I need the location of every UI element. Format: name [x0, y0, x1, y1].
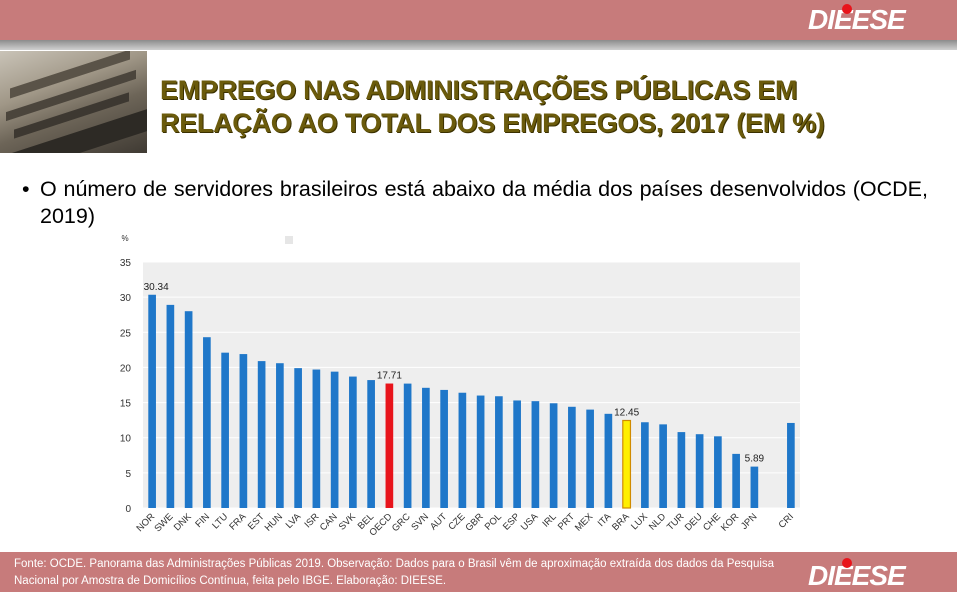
x-tick-label: USA: [519, 511, 541, 533]
x-tick-label: LTU: [210, 511, 230, 531]
title-line-2: RELAÇÃO AO TOTAL DOS EMPREGOS, 2017 (EM …: [160, 108, 825, 138]
x-tick-label: CZE: [446, 511, 467, 532]
bar-aut: [440, 389, 448, 508]
title-line-1: EMPREGO NAS ADMINISTRAÇÕES PÚBLICAS EM: [160, 75, 798, 105]
y-tick-label: 20: [120, 363, 132, 374]
bar-svn: [422, 387, 430, 508]
x-tick-label: AUT: [428, 511, 449, 532]
x-tick-label: SVK: [337, 511, 359, 533]
bar-usa: [531, 401, 540, 508]
x-tick-label: PRT: [556, 511, 577, 532]
bullet-icon: •: [22, 177, 30, 201]
bar-cri: [787, 422, 795, 508]
y-tick-label: 25: [120, 328, 132, 339]
bar-nor: [148, 294, 156, 508]
bar-ita: [604, 413, 613, 508]
x-tick-label: GRC: [390, 511, 413, 534]
x-tick-label: LUX: [629, 511, 650, 532]
x-tick-label: ESP: [501, 511, 522, 532]
x-tick-label: DEU: [683, 511, 705, 533]
bar-dnk: [184, 311, 193, 508]
bar-grc: [403, 383, 412, 508]
bar-esp: [513, 400, 521, 508]
bar-cze: [458, 392, 467, 508]
bar-lux: [641, 422, 649, 508]
bar-bra: [622, 419, 632, 509]
logo-dot-icon: [842, 4, 852, 14]
bar-fra: [239, 354, 248, 508]
y-tick-label: 35: [120, 258, 132, 269]
y-tick-label: 10: [120, 434, 132, 445]
logo-dot-icon: [842, 558, 852, 568]
bar-lva: [294, 368, 302, 508]
x-tick-label: NLD: [647, 511, 668, 532]
bar-bel: [367, 380, 375, 508]
x-tick-label: IRL: [541, 511, 559, 529]
x-tick-label: CAN: [318, 511, 340, 533]
bar-deu: [695, 434, 704, 508]
footer-band: [0, 552, 957, 592]
x-tick-label: FIN: [193, 511, 212, 530]
y-tick-label: 5: [125, 469, 131, 480]
data-label: 30.34: [144, 282, 169, 293]
bar-swe: [166, 304, 175, 508]
bar-kor: [732, 453, 740, 508]
bar-can: [330, 371, 339, 508]
y-tick-label: 0: [125, 504, 131, 515]
x-tick-label: TUR: [665, 511, 687, 533]
x-tick-label: MEX: [573, 511, 596, 534]
plot-area: [143, 262, 800, 508]
x-tick-label: POL: [483, 511, 504, 532]
bar-est: [257, 361, 266, 508]
bar-hun: [276, 363, 284, 508]
dieese-logo-bottom: DIEESE: [808, 560, 906, 591]
data-label: 12.45: [614, 407, 639, 418]
bar-gbr: [476, 395, 485, 508]
top-band-divider: [0, 40, 957, 50]
top-band: [0, 0, 957, 40]
y-tick-label: 30: [120, 293, 132, 304]
bar-svk: [349, 376, 357, 508]
bar-ltu: [221, 352, 229, 508]
y-axis-label: %: [121, 234, 128, 243]
x-tick-label: BRA: [610, 511, 632, 533]
x-tick-label: KOR: [719, 511, 741, 533]
y-tick-label: 15: [120, 399, 132, 410]
data-label: 5.89: [745, 454, 765, 465]
x-tick-label: HUN: [263, 511, 285, 533]
bar-mex: [586, 409, 594, 508]
bar-jpn: [750, 466, 759, 508]
x-tick-label: SVN: [409, 511, 431, 533]
collapsed-building-photo: [0, 51, 147, 153]
bar-tur: [677, 432, 686, 508]
bar-oecd: [385, 383, 394, 508]
x-tick-label: CRI: [777, 511, 796, 530]
footer-source-note: Fonte: OCDE. Panorama das Administrações…: [14, 558, 775, 587]
decorative-square: [285, 236, 293, 244]
x-tick-label: FRA: [227, 511, 249, 533]
bar-pol: [495, 396, 503, 508]
bar-fin: [203, 337, 211, 508]
bar-prt: [568, 406, 576, 508]
bullet-text: O número de servidores brasileiros está …: [40, 177, 928, 228]
page-title: EMPREGO NAS ADMINISTRAÇÕES PÚBLICAS EM R…: [160, 74, 940, 140]
bar-nld: [659, 424, 667, 508]
dieese-logo-top: DIEESE: [808, 4, 906, 35]
bar-irl: [549, 403, 558, 508]
x-tick-label: JPN: [739, 511, 760, 532]
x-tick-label: NOR: [135, 511, 158, 534]
data-label: 17.71: [377, 371, 402, 382]
x-tick-label: DNK: [172, 511, 194, 533]
bar-che: [714, 436, 722, 508]
bar-isr: [312, 369, 321, 508]
x-tick-label: GBR: [463, 511, 485, 533]
x-tick-label: EST: [246, 511, 267, 532]
x-tick-label: SWE: [152, 511, 175, 534]
x-tick-label: CHE: [701, 511, 723, 533]
bullet-point: • O número de servidores brasileiros est…: [22, 176, 928, 230]
x-tick-label: LVA: [284, 511, 304, 531]
